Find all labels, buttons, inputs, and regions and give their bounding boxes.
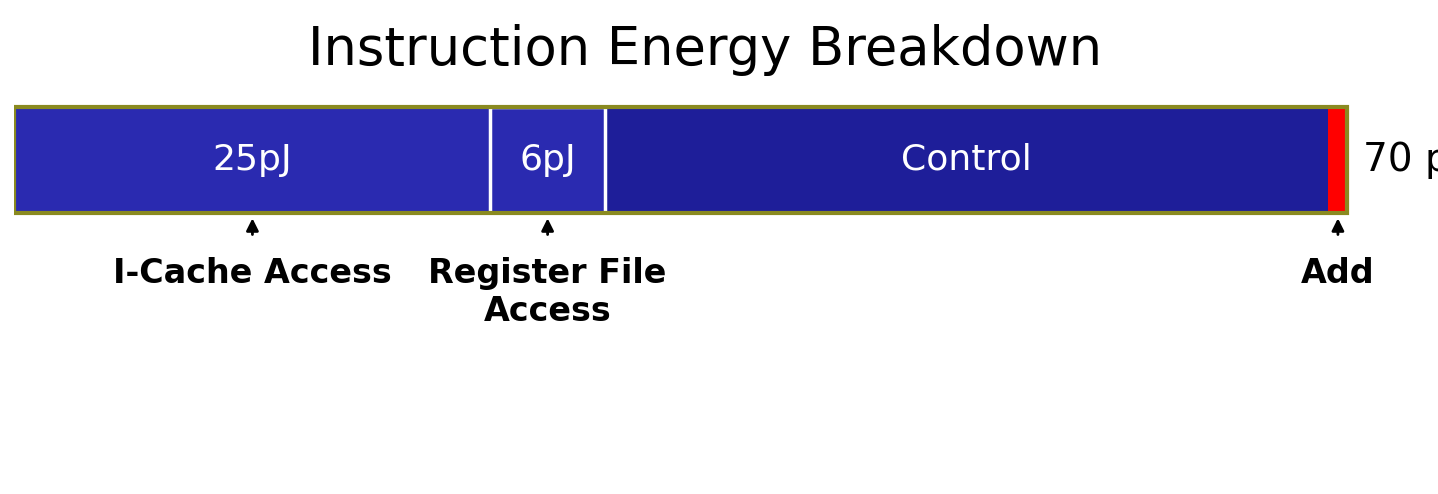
Bar — [14, 107, 1347, 213]
Text: I-Cache Access: I-Cache Access — [114, 257, 391, 289]
Text: Add: Add — [1301, 257, 1375, 289]
Text: Register File
Access: Register File Access — [429, 257, 667, 328]
Text: 6pJ: 6pJ — [519, 143, 575, 177]
Bar — [14, 107, 490, 213]
Text: 70 pJ: 70 pJ — [1363, 141, 1438, 179]
Bar — [1329, 107, 1347, 213]
Text: Instruction Energy Breakdown: Instruction Energy Breakdown — [308, 24, 1102, 76]
Bar — [490, 107, 605, 213]
Text: 25pJ: 25pJ — [213, 143, 292, 177]
Text: Control: Control — [902, 143, 1032, 177]
Bar — [490, 107, 605, 213]
Bar — [605, 107, 1329, 213]
